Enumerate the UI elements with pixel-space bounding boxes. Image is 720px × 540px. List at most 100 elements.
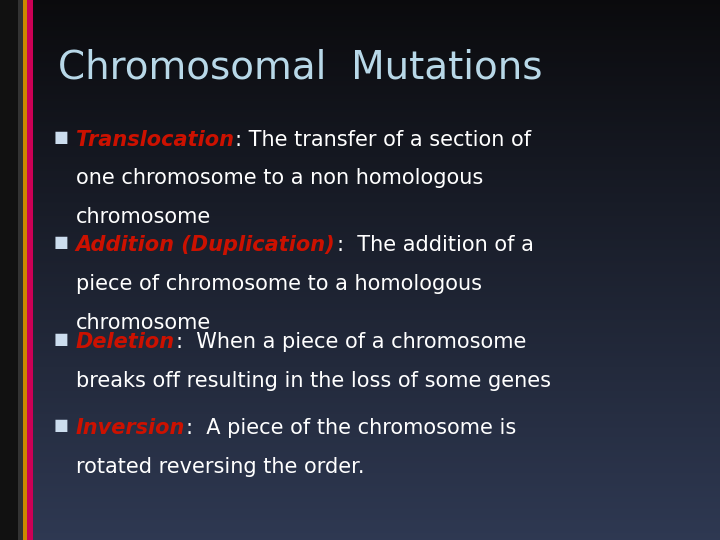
Bar bbox=[0, 212, 720, 214]
Bar bbox=[0, 12, 720, 15]
Bar bbox=[0, 331, 720, 333]
Bar bbox=[0, 32, 720, 34]
Bar bbox=[0, 454, 720, 455]
Bar bbox=[0, 535, 720, 536]
Bar bbox=[0, 191, 720, 193]
Bar bbox=[0, 367, 720, 369]
Bar bbox=[0, 412, 720, 414]
Bar bbox=[0, 146, 720, 147]
Bar bbox=[0, 410, 720, 412]
Bar bbox=[0, 346, 720, 347]
Bar bbox=[0, 302, 720, 304]
Bar bbox=[0, 282, 720, 285]
Bar bbox=[0, 50, 720, 52]
Bar bbox=[0, 150, 720, 151]
Text: piece of chromosome to a homologous: piece of chromosome to a homologous bbox=[76, 274, 482, 294]
Bar bbox=[0, 254, 720, 255]
Bar bbox=[0, 200, 720, 201]
Bar bbox=[0, 427, 720, 428]
Bar bbox=[0, 147, 720, 150]
Bar bbox=[18, 0, 23, 540]
Bar bbox=[0, 2, 720, 4]
Bar bbox=[0, 207, 720, 209]
Bar bbox=[0, 420, 720, 421]
Bar bbox=[0, 173, 720, 174]
Bar bbox=[0, 85, 720, 86]
Bar bbox=[0, 250, 720, 252]
Bar bbox=[0, 403, 720, 405]
Bar bbox=[0, 77, 720, 79]
Bar bbox=[0, 437, 720, 439]
Bar bbox=[0, 344, 720, 346]
Bar bbox=[0, 59, 720, 61]
Bar bbox=[0, 198, 720, 200]
Text: ■: ■ bbox=[54, 418, 68, 434]
Bar bbox=[0, 151, 720, 153]
Bar bbox=[0, 474, 720, 475]
Bar bbox=[0, 376, 720, 378]
Bar bbox=[0, 42, 720, 43]
Bar bbox=[0, 167, 720, 169]
Bar bbox=[0, 461, 720, 463]
Bar bbox=[0, 389, 720, 390]
Text: one chromosome to a non homologous: one chromosome to a non homologous bbox=[76, 168, 483, 188]
Bar bbox=[0, 455, 720, 457]
Bar bbox=[0, 380, 720, 382]
Bar bbox=[0, 255, 720, 258]
Bar bbox=[0, 366, 720, 367]
Text: Chromosomal  Mutations: Chromosomal Mutations bbox=[58, 49, 542, 86]
Bar bbox=[0, 234, 720, 236]
Bar bbox=[0, 52, 720, 54]
Bar bbox=[0, 272, 720, 274]
Bar bbox=[0, 491, 720, 493]
Bar bbox=[0, 54, 720, 56]
Bar bbox=[0, 221, 720, 223]
Bar bbox=[0, 336, 720, 339]
Bar bbox=[0, 425, 720, 427]
Bar bbox=[0, 110, 720, 112]
Bar bbox=[0, 88, 720, 90]
Bar bbox=[0, 106, 720, 108]
Bar bbox=[0, 56, 720, 58]
Bar bbox=[0, 508, 720, 509]
Bar bbox=[0, 423, 720, 425]
Bar bbox=[0, 504, 720, 506]
Bar bbox=[0, 371, 720, 373]
Bar bbox=[0, 266, 720, 268]
Bar bbox=[0, 76, 720, 77]
Bar bbox=[0, 484, 720, 486]
Text: ■: ■ bbox=[54, 332, 68, 347]
Bar bbox=[0, 58, 720, 59]
Bar bbox=[0, 238, 720, 239]
Bar bbox=[0, 81, 720, 83]
Bar bbox=[0, 47, 720, 49]
Bar bbox=[0, 187, 720, 189]
Bar bbox=[0, 319, 720, 320]
Bar bbox=[0, 133, 720, 135]
Bar bbox=[0, 83, 720, 85]
Bar bbox=[0, 135, 720, 137]
Bar bbox=[0, 0, 720, 2]
Bar bbox=[0, 65, 720, 66]
Bar bbox=[0, 498, 720, 501]
Bar bbox=[0, 216, 720, 218]
Bar bbox=[0, 189, 720, 191]
Bar bbox=[0, 464, 720, 466]
Bar bbox=[0, 218, 720, 220]
Bar bbox=[0, 90, 720, 92]
Bar bbox=[0, 434, 720, 436]
Bar bbox=[0, 390, 720, 393]
Bar bbox=[0, 158, 720, 160]
Bar bbox=[0, 385, 720, 387]
Bar bbox=[0, 93, 720, 96]
Text: Addition (Duplication): Addition (Duplication) bbox=[76, 235, 336, 255]
Bar bbox=[0, 104, 720, 106]
Bar bbox=[0, 475, 720, 477]
Bar bbox=[0, 279, 720, 281]
Bar bbox=[0, 383, 720, 385]
Bar bbox=[27, 0, 33, 540]
Bar bbox=[0, 115, 720, 117]
Bar bbox=[0, 174, 720, 177]
Bar bbox=[0, 378, 720, 380]
Bar bbox=[0, 374, 720, 376]
